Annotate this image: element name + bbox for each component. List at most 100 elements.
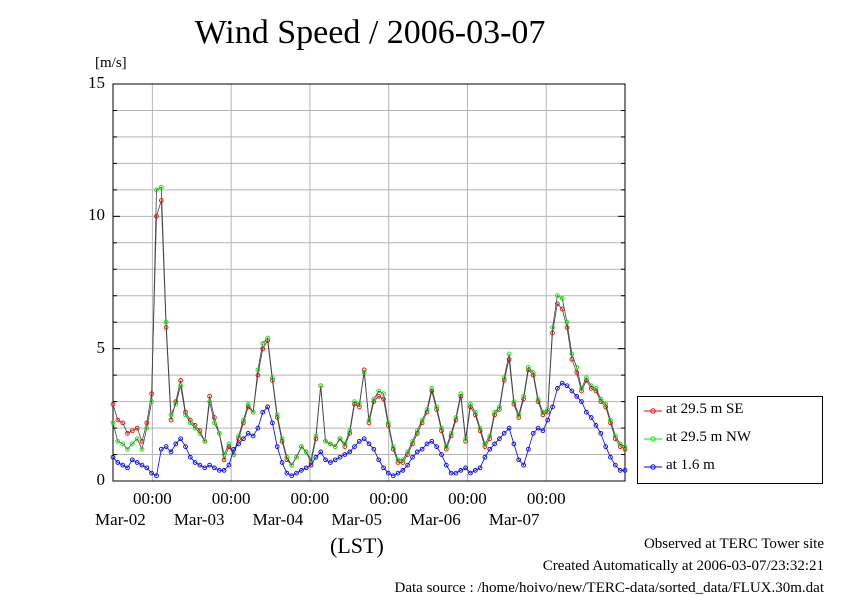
data-point-1 [120,441,126,447]
data-point-2 [603,444,609,449]
data-point-2 [216,468,222,473]
data-point-1 [453,415,459,420]
y-tick-label: 0 [96,470,106,489]
data-point-0 [588,386,594,391]
data-point-1 [361,370,367,375]
data-point-0 [574,370,580,375]
data-point-1 [535,396,541,402]
data-point-2 [429,438,435,444]
data-point-0 [463,438,468,444]
data-point-1 [574,364,580,370]
legend-item-1-6m: at 1.6 m [644,457,820,477]
data-point-2 [284,470,290,476]
data-point-1 [332,444,338,449]
data-point-2 [472,468,478,473]
data-point-1 [526,364,531,370]
data-point-1 [511,399,517,404]
data-point-1 [299,444,304,449]
data-point-1 [110,420,116,426]
data-point-2 [550,404,555,410]
data-point-2 [332,457,338,463]
data-point-0 [376,393,382,399]
data-point-1 [216,431,222,436]
data-point-1 [458,391,464,397]
x-tick-time: 00:00 [448,489,487,508]
x-tick-date: Mar-04 [252,510,304,529]
data-point-1 [612,433,618,439]
data-point-0 [168,417,174,423]
data-point-2 [144,465,150,471]
data-point-2 [419,446,425,452]
data-point-2 [173,441,179,447]
data-point-1 [400,457,406,463]
data-point-1 [207,399,212,404]
data-point-1 [342,441,348,447]
data-point-2 [395,470,401,476]
data-point-2 [154,473,159,479]
legend-label-se: at 29.5 m SE [666,401,744,417]
data-point-1 [530,370,536,375]
data-point-1 [559,296,565,301]
data-point-1 [265,335,270,341]
data-point-0 [125,431,130,436]
data-point-2 [530,431,536,436]
data-point-0 [158,198,164,203]
data-point-0 [381,396,386,402]
data-point-2 [390,473,396,479]
data-point-0 [395,460,401,465]
data-point-0 [598,399,604,404]
data-point-1 [429,386,435,391]
data-point-2 [294,470,299,476]
data-point-2 [540,428,546,434]
x-tick-date: Mar-05 [331,510,383,529]
legend-item-se: at 29.5 m SE [644,401,820,421]
data-point-1 [178,383,183,389]
chart-legend: at 29.5 m SE at 29.5 m NW at 1.6 m [637,396,823,484]
data-point-2 [463,465,468,471]
y-tick-label: 10 [88,205,105,225]
data-point-2 [535,425,541,431]
data-point-2 [328,460,333,465]
data-point-1 [588,383,594,389]
data-point-1 [139,446,145,452]
data-point-2 [342,452,348,457]
x-tick-time: 00:00 [211,489,251,508]
data-point-1 [163,319,169,325]
data-point-2 [506,425,512,431]
data-point-2 [617,468,623,473]
data-point-2 [337,454,343,460]
data-point-1 [487,433,493,439]
data-point-2 [226,462,232,468]
data-point-2 [187,454,193,460]
data-point-2 [347,449,353,455]
data-point-2 [371,446,377,452]
data-point-2 [245,431,251,436]
data-point-1 [555,293,560,299]
data-point-1 [270,375,275,381]
data-point-1 [241,417,246,423]
data-point-1 [516,412,522,418]
data-point-2 [361,436,367,442]
data-point-1 [376,388,382,394]
x-tick-time: 00:00 [526,489,566,508]
data-point-2 [231,446,237,452]
data-point-0 [622,446,628,452]
data-point-2 [612,462,618,468]
data-point-2 [158,446,164,452]
data-point-1 [245,401,251,407]
data-point-2 [356,438,362,444]
series-line-1 [112,186,626,466]
data-point-1 [395,457,401,463]
data-point-1 [323,438,328,444]
data-point-1 [158,184,164,190]
data-point-0 [115,417,121,423]
data-point-2 [501,431,507,436]
data-point-1 [289,462,295,468]
data-point-2 [197,462,203,468]
data-point-2 [468,470,473,476]
data-point-2 [260,409,266,415]
data-point-2 [608,454,613,460]
data-point-1 [226,441,232,447]
y-axis-unit: [m/s] [95,55,127,71]
x-tick-date: Mar-06 [410,510,461,529]
